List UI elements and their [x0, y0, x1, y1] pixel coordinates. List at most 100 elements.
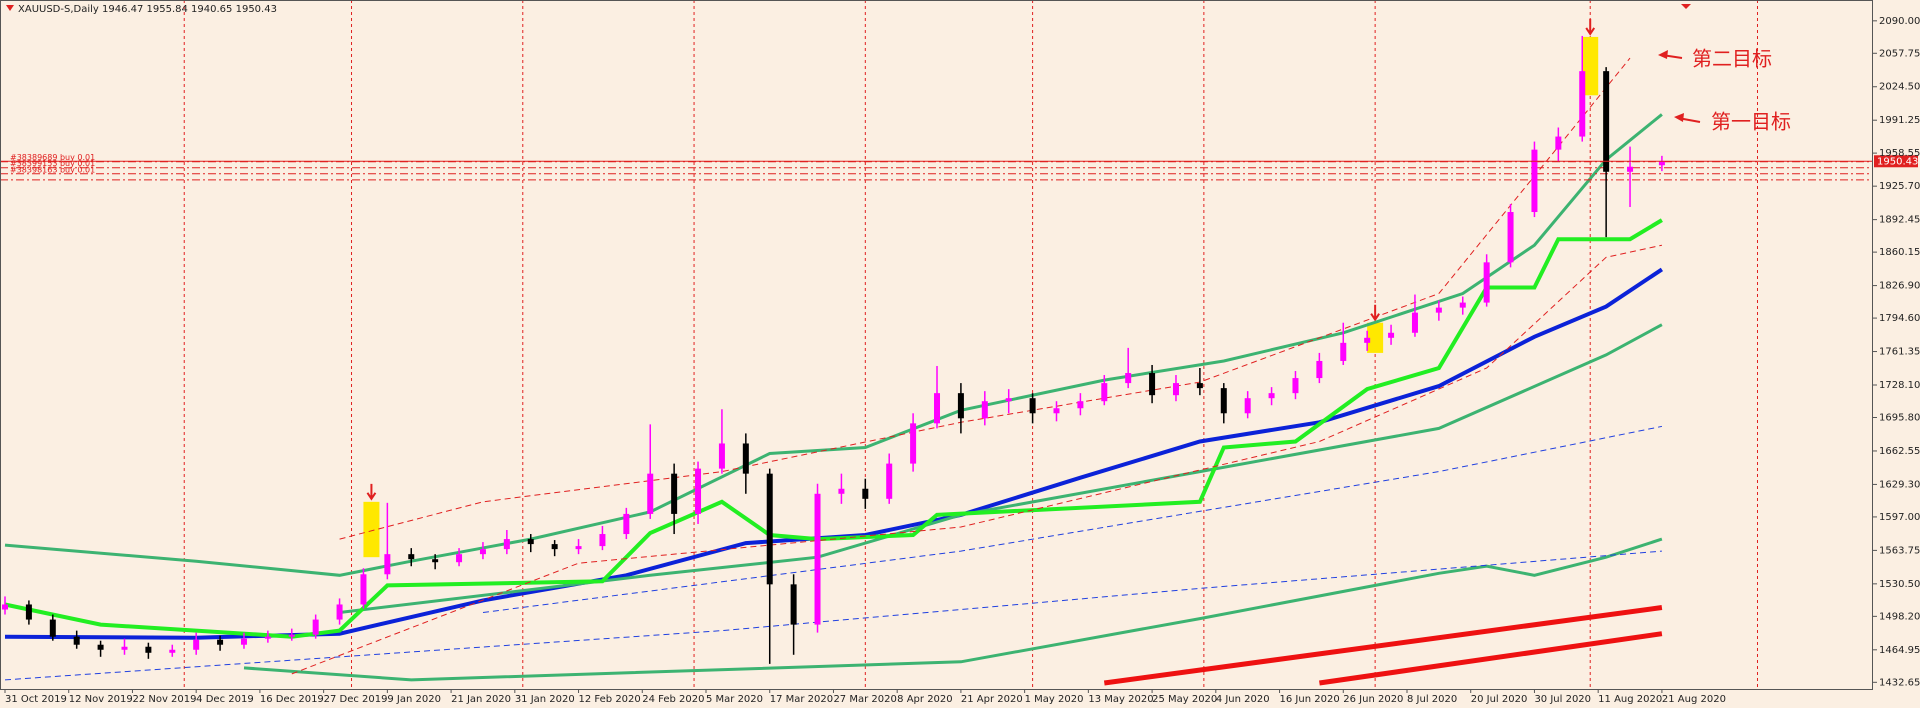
signal-arrow: [1585, 18, 1596, 36]
candle-body: [1364, 337, 1371, 343]
candle-body: [97, 644, 104, 650]
candle-body: [336, 604, 343, 620]
order-label: #38398163 buy 0.01: [10, 165, 95, 174]
candle-body: [312, 619, 319, 635]
y-tick-label: 2057.75: [1879, 48, 1920, 59]
candle-body: [1005, 398, 1012, 402]
price-box: [1874, 155, 1918, 168]
candle-body: [647, 473, 654, 514]
x-tick-label: 30 Jul 2020: [1534, 694, 1591, 705]
indicator-line: [1103, 605, 1663, 686]
candle-body: [1388, 332, 1395, 338]
candle-body: [1053, 408, 1060, 414]
x-tick-label: 21 Jan 2020: [451, 694, 511, 705]
candle-body: [1531, 149, 1538, 213]
candle-body: [1411, 312, 1418, 333]
candle-body: [73, 636, 80, 645]
candle-body: [527, 539, 534, 545]
indicator-line: [482, 425, 1662, 613]
y-tick-label: 1432.65: [1879, 677, 1920, 688]
x-tick-label: 8 Apr 2020: [897, 694, 952, 705]
candle-body: [575, 546, 582, 550]
candle-body: [1507, 212, 1514, 263]
x-tick-label: 31 Oct 2019: [5, 694, 67, 705]
y-tick-label: 1826.90: [1879, 281, 1920, 292]
candle-body: [1172, 383, 1179, 396]
y-tick-label: 2090.00: [1879, 16, 1920, 27]
x-tick-label: 12 Nov 2019: [69, 694, 133, 705]
candle-body: [934, 393, 941, 424]
candle-body: [1340, 342, 1347, 361]
candle-body: [360, 574, 367, 605]
y-tick-label: 1794.60: [1879, 313, 1920, 324]
candle-body: [1603, 71, 1610, 172]
y-tick-label: 1728.10: [1879, 380, 1920, 391]
x-tick-label: 16 Dec 2019: [260, 694, 324, 705]
candle-body: [1077, 401, 1084, 409]
candle-body: [2, 604, 8, 610]
y-tick-label: 1892.45: [1879, 215, 1920, 226]
candle-body: [1196, 383, 1203, 389]
candle-body: [910, 423, 917, 464]
x-tick-label: 21 Apr 2020: [961, 694, 1023, 705]
x-tick-label: 17 Mar 2020: [770, 694, 833, 705]
indicator-line: [1319, 631, 1663, 686]
candle-body: [193, 639, 200, 650]
candle-body: [599, 534, 606, 547]
marker: [1681, 4, 1691, 9]
candle-body: [1316, 360, 1323, 379]
candle-body: [790, 584, 797, 625]
highlight: [1367, 322, 1384, 353]
x-tick-label: 12 Feb 2020: [579, 694, 641, 705]
y-tick-label: 1629.30: [1879, 479, 1920, 490]
y-tick-label: 2024.50: [1879, 82, 1920, 93]
candle-body: [264, 636, 271, 639]
candle-body: [408, 554, 415, 560]
y-tick-label: 1761.35: [1879, 347, 1920, 358]
x-tick-label: 4 Dec 2019: [196, 694, 254, 705]
candle-body: [1101, 383, 1108, 402]
candle-body: [695, 468, 702, 514]
candle-body: [1125, 373, 1132, 384]
candle-body: [1435, 307, 1442, 313]
candle-body: [551, 544, 558, 550]
candle-body: [957, 393, 964, 419]
candle-body: [862, 488, 869, 499]
candle-body: [432, 559, 439, 563]
candle-body: [1149, 373, 1156, 396]
candle-body: [456, 554, 463, 563]
y-tick-label: 1563.75: [1879, 545, 1920, 556]
y-tick-label: 1662.55: [1879, 446, 1920, 457]
y-tick-label: 1925.70: [1879, 181, 1920, 192]
x-tick-label: 21 Aug 2020: [1662, 694, 1726, 705]
x-tick-label: 16 Jun 2020: [1280, 694, 1340, 705]
candle-body: [288, 634, 295, 637]
x-tick-label: 24 Feb 2020: [642, 694, 704, 705]
candle-body: [479, 549, 486, 555]
x-tick-label: 8 Jul 2020: [1407, 694, 1457, 705]
candle-body: [1459, 302, 1466, 308]
highlight: [363, 501, 380, 558]
candle-body: [384, 554, 391, 575]
candle-body: [1029, 398, 1036, 414]
candle-body: [718, 443, 725, 469]
candle-body: [1658, 161, 1665, 166]
candle-body: [503, 539, 510, 550]
order-label: #38389689 buy 0.01: [10, 153, 95, 162]
y-tick-label: 1464.95: [1879, 645, 1920, 656]
x-tick-label: 25 May 2020: [1152, 694, 1217, 705]
candle-body: [121, 646, 128, 650]
x-tick-label: 22 Nov 2019: [132, 694, 196, 705]
x-tick-label: 5 Mar 2020: [706, 694, 763, 705]
x-tick-label: 1 May 2020: [1025, 694, 1084, 705]
indicator-line: [4, 550, 1662, 681]
annotation-arrow: [1658, 50, 1701, 123]
candle-body: [240, 638, 247, 645]
x-tick-label: 13 May 2020: [1088, 694, 1153, 705]
candle-body: [1292, 378, 1299, 394]
signal-arrow: [366, 483, 377, 501]
annotation: 第一目标: [1711, 110, 1791, 134]
indicator-line: [243, 537, 1663, 682]
x-tick-label: 26 Jun 2020: [1343, 694, 1403, 705]
indicator-line: [339, 323, 1663, 614]
